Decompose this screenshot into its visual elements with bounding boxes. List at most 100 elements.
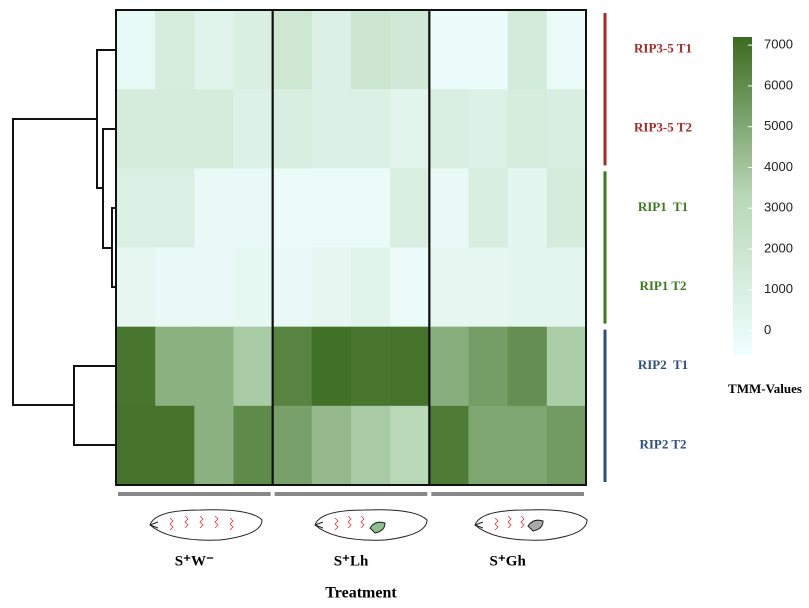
colorbar-tick-label: 4000 xyxy=(764,159,793,174)
heat-cell xyxy=(194,326,234,407)
heat-cell xyxy=(311,405,352,486)
fish-icons xyxy=(149,509,588,541)
heat-cell xyxy=(390,405,430,486)
dendrogram-branch xyxy=(73,365,116,446)
colorbar-tick-label: 3000 xyxy=(764,200,793,215)
heat-cell xyxy=(351,10,391,90)
heat-cell xyxy=(546,89,587,169)
heat-cell xyxy=(390,247,430,328)
heat-cell xyxy=(233,89,274,169)
heat-cell xyxy=(429,326,469,407)
heat-cell xyxy=(546,10,587,90)
colorbar-tick-label: 0 xyxy=(764,322,771,337)
worm-marks xyxy=(169,515,234,531)
heat-cell xyxy=(390,89,430,169)
heat-cell xyxy=(233,326,274,407)
heat-cell xyxy=(546,168,587,248)
heat-cell xyxy=(272,168,313,248)
heat-cell xyxy=(116,247,156,328)
colorbar-tick-label: 5000 xyxy=(764,118,793,133)
heat-cell xyxy=(351,89,391,169)
heat-cell xyxy=(468,405,509,486)
heat-cell xyxy=(194,168,234,248)
heat-cell xyxy=(155,89,195,169)
heat-cell xyxy=(546,326,587,407)
heat-cell xyxy=(429,10,469,90)
colorbar-tick-label: 1000 xyxy=(764,281,793,296)
heat-cell xyxy=(546,405,587,486)
heat-cell xyxy=(311,326,352,407)
row-label: RIP2 T2 xyxy=(639,436,686,451)
worm-marks xyxy=(334,515,365,531)
worm-marks xyxy=(494,515,525,531)
heat-cell xyxy=(194,89,234,169)
heat-cell xyxy=(507,405,548,486)
heat-cell xyxy=(272,89,313,169)
heat-cell xyxy=(194,405,234,486)
dendrogram-branch xyxy=(96,49,116,189)
heat-cell xyxy=(507,168,548,248)
heat-cell xyxy=(468,89,509,169)
heat-cell xyxy=(429,405,469,486)
row-label: RIP1 T1 xyxy=(638,199,688,214)
row-label: RIP2 T1 xyxy=(638,357,688,372)
heat-cell xyxy=(155,326,195,407)
row-label: RIP3-5 T1 xyxy=(634,41,692,56)
group-label: S⁺Lh xyxy=(334,553,369,569)
heat-cell xyxy=(272,10,313,90)
dendrogram-branch xyxy=(12,118,97,406)
fish-icon xyxy=(149,521,159,529)
colorbar-tick-label: 6000 xyxy=(764,77,793,92)
fish-icon xyxy=(149,509,263,541)
heat-cell xyxy=(116,168,156,248)
heat-cell xyxy=(468,247,509,328)
heat-cell xyxy=(351,168,391,248)
group-label: S⁺Gh xyxy=(490,553,527,569)
heat-cell xyxy=(390,10,430,90)
heat-cell xyxy=(233,168,274,248)
group-label: S⁺W⁻ xyxy=(175,553,214,569)
heat-cell xyxy=(311,247,352,328)
lesion xyxy=(369,521,386,534)
heat-cell xyxy=(233,247,274,328)
heat-cell xyxy=(272,247,313,328)
group-frame xyxy=(428,9,588,486)
heat-cell xyxy=(155,10,195,90)
fish-icon xyxy=(314,509,428,541)
heat-cell xyxy=(194,247,234,328)
heat-cell xyxy=(116,10,156,90)
heat-cell xyxy=(468,168,509,248)
heat-cell xyxy=(233,405,274,486)
fish-icon xyxy=(474,509,588,541)
dendrogram-branch xyxy=(102,128,116,249)
heat-cell xyxy=(351,247,391,328)
heat-cell xyxy=(390,168,430,248)
dendrogram xyxy=(12,49,116,446)
heat-cell xyxy=(311,168,352,248)
heat-cell xyxy=(351,326,391,407)
heat-cell xyxy=(272,405,313,486)
heat-cell xyxy=(429,89,469,169)
heat-cell xyxy=(116,89,156,169)
colorbar-tick-label: 2000 xyxy=(764,240,793,255)
heat-cell xyxy=(546,247,587,328)
heat-cell xyxy=(429,247,469,328)
heat-cell xyxy=(311,89,352,169)
heat-cell xyxy=(272,326,313,407)
heat-cell xyxy=(507,89,548,169)
row-label: RIP3-5 T2 xyxy=(634,120,692,135)
heat-cell xyxy=(468,326,509,407)
lesion xyxy=(527,519,544,532)
row-label: RIP1 T2 xyxy=(639,278,686,293)
colorbar-title: TMM-Values xyxy=(728,381,802,396)
colorbar xyxy=(733,37,752,355)
heat-cell xyxy=(507,10,548,90)
fish-icon xyxy=(314,521,324,529)
heat-cell xyxy=(194,10,234,90)
heat-cell xyxy=(155,405,195,486)
heat-cell xyxy=(155,168,195,248)
heat-cell xyxy=(155,247,195,328)
heat-cell xyxy=(233,10,274,90)
x-axis-title: Treatment xyxy=(325,585,397,602)
